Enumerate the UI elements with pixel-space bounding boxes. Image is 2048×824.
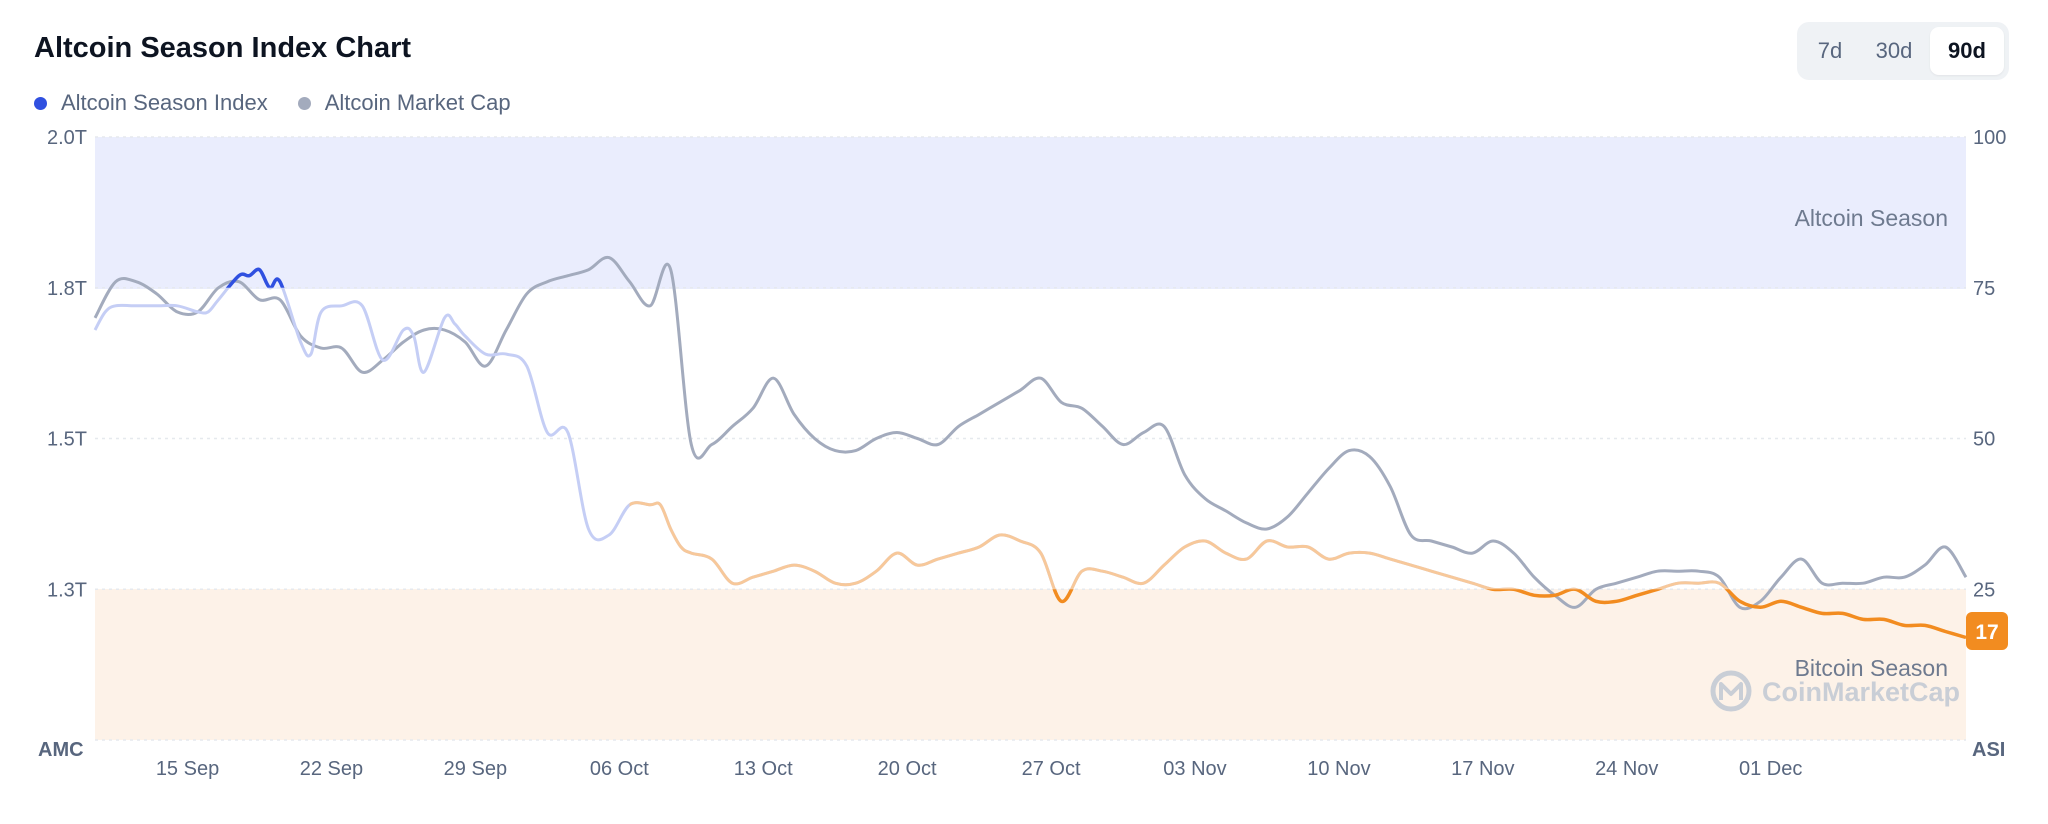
x-tick-label: 22 Sep [300, 758, 363, 780]
bitcoin-season-label: Bitcoin Season [1795, 655, 1948, 681]
x-tick-label: 29 Sep [444, 758, 507, 780]
x-tick-label: 13 Oct [734, 758, 793, 780]
legend-dot-gray-icon [297, 96, 311, 110]
left-axis-label: AMC [38, 739, 84, 761]
x-tick-label: 10 Nov [1307, 758, 1370, 780]
x-tick-label: 24 Nov [1595, 758, 1658, 780]
index-line-btcseason [1052, 589, 1967, 640]
legend-item-altcoin-market-cap[interactable]: Altcoin Market Cap [297, 90, 511, 116]
x-tick-label: 01 Dec [1739, 758, 1802, 780]
altcoin-market-cap-series [93, 255, 1968, 611]
chart-title: Altcoin Season Index Chart [34, 32, 412, 64]
tab-30d[interactable]: 30d [1875, 38, 1913, 63]
legend-dot-blue-icon [34, 96, 47, 110]
tab-90d[interactable]: 90d [1930, 27, 2004, 75]
right-axis-label: ASI [1972, 739, 2005, 761]
x-axis: 15 Sep 22 Sep 29 Sep 06 Oct 13 Oct 20 Oct 27 O… [156, 758, 1803, 780]
x-tick-label: 27 Oct [1022, 758, 1081, 780]
time-range-tabs: 7d 30d 90d [1797, 22, 2009, 80]
coinmarketcap-logo-icon [1710, 670, 1752, 712]
right-tick-label: 75 [1973, 278, 1995, 300]
left-tick-label: 2.0T [47, 127, 87, 149]
current-value-badge: 17 [1966, 612, 2008, 650]
left-axis: 1.3T 1.5T 1.8T 2.0T [47, 127, 87, 601]
x-tick-label: 17 Nov [1451, 758, 1514, 780]
altcoin-season-zone [95, 137, 1966, 289]
right-tick-label: 100 [1973, 127, 2006, 149]
watermark-text: CoinMarketCap [1762, 677, 1960, 707]
right-tick-label: 25 [1973, 579, 1995, 601]
current-value-text: 17 [1975, 621, 1998, 644]
bitcoin-season-zone [95, 589, 1966, 740]
left-tick-label: 1.5T [47, 429, 87, 451]
x-tick-label: 15 Sep [156, 758, 219, 780]
chart-legend: Altcoin Season Index Altcoin Market Cap [34, 90, 511, 116]
left-tick-label: 1.8T [47, 278, 87, 300]
legend-item-altcoin-season-index[interactable]: Altcoin Season Index [34, 90, 268, 116]
right-axis: 25 50 75 100 [1973, 127, 2006, 601]
x-tick-label: 03 Nov [1163, 758, 1226, 780]
index-line-mid-orange [629, 501, 1730, 590]
left-tick-label: 1.3T [47, 579, 87, 601]
x-tick-label: 20 Oct [878, 758, 937, 780]
right-tick-label: 50 [1973, 429, 1995, 451]
x-tick-label: 06 Oct [590, 758, 649, 780]
tab-7d[interactable]: 7d [1817, 38, 1843, 63]
altcoin-season-label: Altcoin Season [1795, 205, 1948, 231]
legend-label: Altcoin Market Cap [324, 90, 511, 115]
coinmarketcap-watermark: CoinMarketCap [1710, 670, 1960, 712]
altcoin-season-index-series [93, 267, 1967, 640]
legend-label: Altcoin Season Index [61, 90, 268, 115]
market-cap-line [93, 255, 1968, 611]
